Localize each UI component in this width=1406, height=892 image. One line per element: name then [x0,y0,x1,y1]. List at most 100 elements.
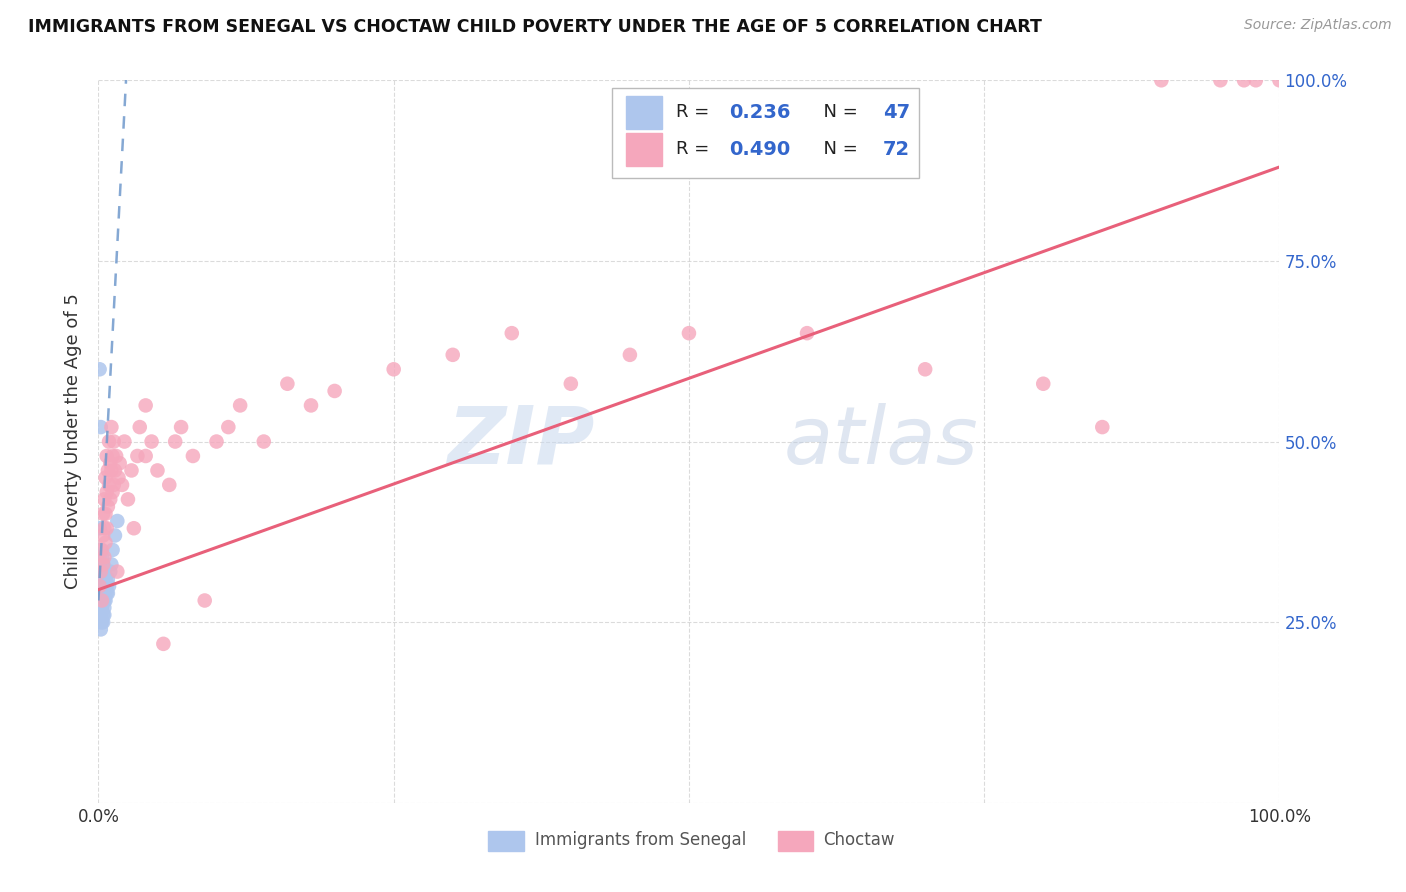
Bar [488,831,523,851]
Text: ZIP: ZIP [447,402,595,481]
Point [91,579,114,593]
Point [89,550,111,565]
Point [94,572,117,586]
Point [127,449,149,463]
Text: N =: N = [811,103,863,121]
Point [97,586,120,600]
Point [91,565,114,579]
Text: Source: ZipAtlas.com: Source: ZipAtlas.com [1244,18,1392,32]
Point [146,463,169,477]
Point [97,463,120,477]
Point [104,528,127,542]
Point [97,572,120,586]
Bar [626,133,662,166]
Point [89,565,111,579]
Point [91,615,114,630]
Point [91,593,114,607]
Point [89,362,111,376]
Point [157,478,180,492]
Point [91,507,114,521]
Point [165,434,187,449]
Point [107,470,129,484]
Point [619,348,641,362]
Point [94,507,117,521]
Point [104,463,127,477]
Text: N =: N = [811,140,863,158]
Point [96,586,118,600]
Point [90,586,112,600]
Point [103,478,125,492]
Point [141,434,163,449]
Point [93,521,115,535]
Point [91,528,114,542]
Point [122,521,145,535]
Text: 0.236: 0.236 [730,103,790,122]
Point [1032,376,1054,391]
Text: R =: R = [676,103,714,121]
Point [276,376,298,391]
Point [91,615,114,630]
Point [94,593,117,607]
Point [105,565,128,579]
Text: Choctaw: Choctaw [824,831,896,849]
Point [98,579,121,593]
Point [441,348,464,362]
Point [94,535,117,549]
Point [93,600,115,615]
Point [94,470,117,484]
Point [105,449,128,463]
Point [96,485,118,500]
Point [101,485,124,500]
Point [98,565,121,579]
Point [90,615,112,630]
Point [93,593,115,607]
Point [121,463,143,477]
Point [89,593,111,607]
Point [678,326,700,340]
Point [152,637,174,651]
Point [170,420,193,434]
Point [1233,73,1256,87]
Text: R =: R = [676,140,714,158]
Point [96,579,118,593]
Point [93,586,115,600]
Point [205,434,228,449]
Point [382,362,405,376]
Point [90,607,112,622]
Point [560,376,582,391]
Point [89,579,111,593]
Point [181,449,204,463]
Point [103,434,125,449]
Point [100,463,122,477]
Point [91,593,114,607]
Point [90,600,112,615]
Point [90,542,112,557]
Point [93,607,115,622]
Point [98,456,121,470]
Point [135,398,157,412]
Point [93,550,115,565]
Point [89,521,111,535]
Point [100,558,122,572]
Point [1244,73,1267,87]
Text: 0.490: 0.490 [730,140,790,159]
Point [90,572,112,586]
Y-axis label: Child Poverty Under the Age of 5: Child Poverty Under the Age of 5 [65,293,83,590]
Point [98,478,121,492]
Point [90,623,112,637]
Text: atlas: atlas [783,402,979,481]
Point [101,542,124,557]
Point [101,449,124,463]
Point [94,579,117,593]
Point [97,500,120,514]
Point [90,565,112,579]
Point [96,449,118,463]
Point [90,558,112,572]
Point [98,492,121,507]
Point [501,326,523,340]
Point [91,593,114,607]
Text: IMMIGRANTS FROM SENEGAL VS CHOCTAW CHILD POVERTY UNDER THE AGE OF 5 CORRELATION : IMMIGRANTS FROM SENEGAL VS CHOCTAW CHILD… [28,18,1042,36]
Point [96,521,118,535]
Point [98,434,121,449]
Point [1268,73,1291,87]
